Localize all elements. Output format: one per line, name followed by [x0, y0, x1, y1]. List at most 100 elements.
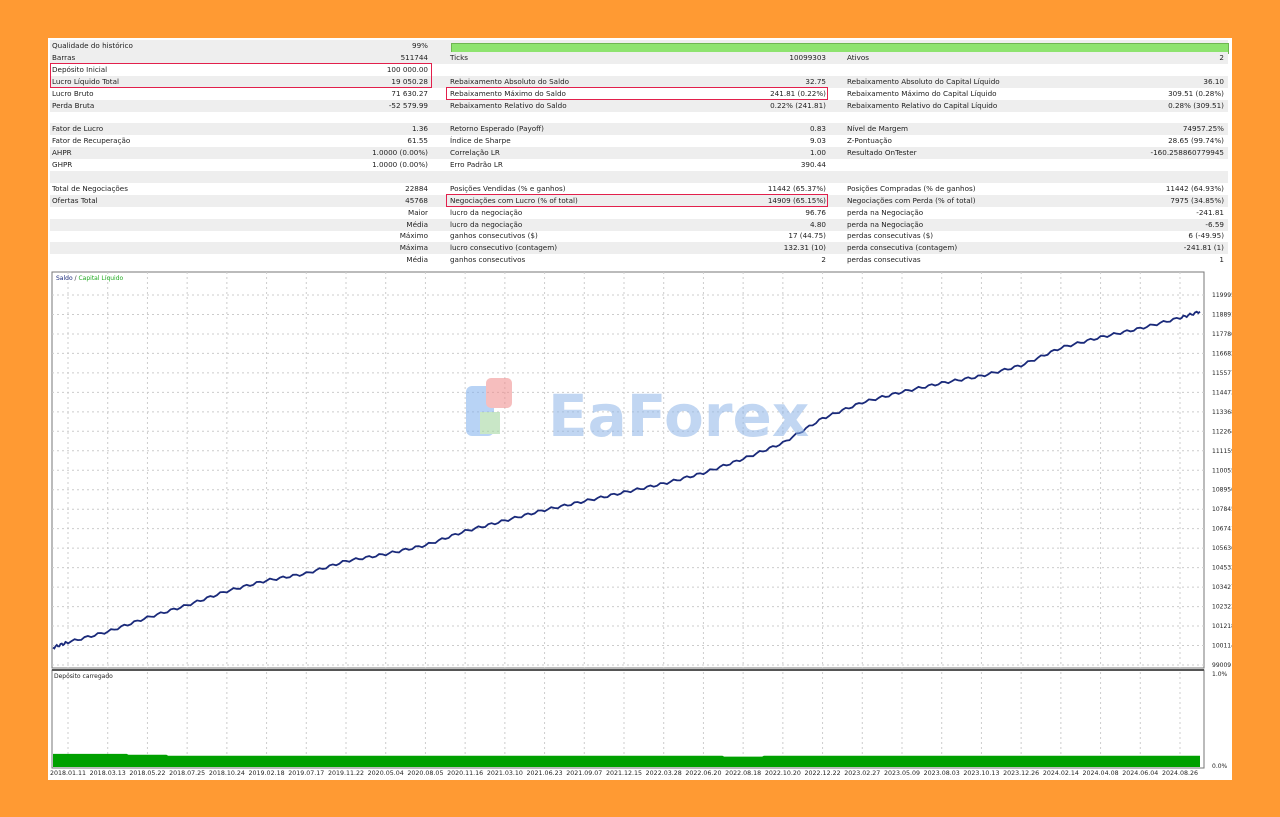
stat-value: 11442 (65.37%) [767, 183, 826, 193]
stat-value: -52 579.99 [388, 100, 428, 110]
stat-label: Lucro Líquido Total [52, 76, 120, 86]
stat-label: Z-Pontuação [847, 136, 892, 146]
stats-row: Média lucro da negociação 4.80 perda na Neg… [50, 218, 1228, 231]
y-tick-label: 101218 [1212, 623, 1232, 630]
x-tick-label: 2021.12.15 [606, 770, 642, 777]
x-tick-label: 2021.09.07 [566, 770, 602, 777]
stat-label: Negociações com Lucro (% of total) [450, 195, 578, 205]
stats-row: Lucro Líquido Total 19 050.28 Rebaixamento… [50, 75, 1228, 88]
balance-line [52, 310, 1201, 650]
stat-label: lucro da negociação [450, 207, 523, 217]
x-tick-label: 2020.11.16 [447, 770, 483, 777]
stat-label: Nível de Margem [847, 124, 909, 134]
stat-value: 1.0000 (0.00%) [372, 148, 428, 158]
stat-value: 36.10 [1203, 76, 1224, 86]
x-tick-label: 2018.01.11 [50, 770, 86, 777]
y-tick-label: 103427 [1212, 584, 1232, 591]
stat-label: Lucro Bruto [52, 88, 94, 98]
stat-value: 28.65 (99.74%) [1168, 136, 1224, 146]
stats-row: GHPR 1.0000 (0.00%) Erro Padrão LR 390.44 [50, 159, 1228, 171]
stat-label: Retorno Esperado (Payoff) [450, 124, 544, 134]
x-tick-label: 2018.03.13 [90, 770, 126, 777]
stat-label: perdas consecutivas [847, 255, 921, 265]
stat-value: -241.81 (1) [1183, 243, 1224, 253]
stat-label: Rebaixamento Máximo do Capital Líquido [847, 88, 997, 98]
logo-shape-icon [486, 378, 512, 408]
stats-row [50, 111, 1228, 123]
chart-legend: Saldo / Capital Líquido [56, 275, 124, 282]
x-tick-label: 2023.12.26 [1003, 770, 1039, 777]
y-tick-label: 108950 [1212, 487, 1232, 494]
stat-value: -241.81 [1196, 207, 1224, 217]
stats-row: Média ganhos consecutivos 2 perdas consecut… [50, 254, 1228, 266]
x-tick-label: 2018.10.24 [209, 770, 245, 777]
y-tick-label: 99009 [1212, 662, 1231, 669]
stat-label: GHPR [52, 160, 73, 169]
x-tick-label: 2020.08.05 [407, 770, 443, 777]
stats-row: Fator de Lucro 1.36 Retorno Esperado (Payo… [50, 123, 1228, 136]
stat-label: Qualidade do histórico [52, 41, 133, 50]
logo-shape-icon [480, 412, 500, 434]
x-tick-label: 2024.06.04 [1122, 770, 1158, 777]
stat-label: Ticks [450, 52, 469, 62]
stat-label: Ativos [847, 52, 870, 62]
stat-value: 14909 (65.15%) [767, 195, 826, 205]
stat-value: Média [406, 255, 428, 265]
stat-value: 99% [412, 41, 428, 50]
stat-label: Rebaixamento Absoluto do Capital Líquido [847, 76, 1000, 86]
stat-label: perda consecutiva (contagem) [847, 243, 958, 253]
stat-label: Erro Padrão LR [450, 160, 503, 169]
load-y-tick-label: 0.0% [1212, 763, 1228, 770]
stat-label: Fator de Lucro [52, 124, 104, 134]
stat-label: Fator de Recuperação [52, 136, 131, 146]
x-tick-label: 2024.04.08 [1083, 770, 1119, 777]
legend-equity: Capital Líquido [78, 275, 123, 282]
y-tick-label: 117786 [1212, 331, 1232, 338]
load-panel-title: Depósito carregado [54, 673, 113, 680]
stat-label: Perda Bruta [52, 100, 95, 110]
y-tick-label: 104532 [1212, 565, 1232, 572]
stat-label: Índice de Sharpe [450, 136, 511, 146]
x-tick-label: 2022.12.22 [805, 770, 841, 777]
stat-label: Posições Compradas (% de ganhos) [847, 183, 976, 193]
stats-row: Perda Bruta -52 579.99 Rebaixamento Relati… [50, 99, 1228, 112]
x-tick-label: 2018.07.25 [169, 770, 205, 777]
stat-value: 71 630.27 [391, 88, 428, 98]
stats-row: Lucro Bruto 71 630.27 Rebaixamento Máximo … [50, 88, 1228, 100]
stats-row: Barras 511744 Ticks 10099303 Ativos 2 [50, 51, 1228, 64]
stats-row: Depósito Inicial 100 000.00 [50, 64, 1228, 76]
stat-label: ganhos consecutivos ($) [450, 231, 538, 241]
stat-value: 2 [821, 255, 826, 265]
x-tick-label: 2021.03.10 [487, 770, 523, 777]
legend-balance: Saldo [56, 275, 73, 282]
stat-value: 10099303 [789, 52, 826, 62]
stat-value: Maior [408, 207, 428, 217]
stat-value: Máxima [399, 243, 428, 253]
stat-label: Resultado OnTester [847, 148, 917, 158]
y-tick-label: 105636 [1212, 545, 1232, 552]
stat-value: 4.80 [809, 219, 826, 229]
stat-value: 19 050.28 [391, 76, 428, 86]
balance-chart: 2018.01.11 2018.03.13 2018.05.22 2018.07.25… [50, 271, 1235, 777]
stat-value: 7975 (34.85%) [1170, 195, 1224, 205]
stats-row: Ofertas Total 45768 Negociações com Lucro … [50, 194, 1228, 207]
stat-value: 0.22% (241.81) [770, 100, 826, 110]
stats-row: Fator de Recuperação 61.55 Índice de Sharp… [50, 135, 1228, 147]
stat-value: -6.59 [1205, 219, 1224, 229]
stats-row: Maior lucro da negociação 96.76 perda na Ne… [50, 207, 1228, 219]
stat-value: 9.03 [809, 136, 826, 146]
stat-value: 511744 [400, 52, 428, 62]
deposit-load-area [53, 753, 1200, 767]
stat-value: 0.83 [809, 124, 826, 134]
stat-value: 309.51 (0.28%) [1168, 88, 1224, 98]
x-tick-label: 2023.05.09 [884, 770, 920, 777]
stats-row: Máximo ganhos consecutivos ($) 17 (44.75) p… [50, 230, 1228, 242]
stat-label: Ofertas Total [52, 195, 98, 205]
y-tick-label: 115577 [1212, 370, 1232, 377]
x-tick-label: 2022.06.20 [685, 770, 721, 777]
stat-value: 61.55 [407, 136, 428, 146]
stat-value: -160.258860779945 [1150, 148, 1224, 158]
chart-area: 2018.01.11 2018.03.13 2018.05.22 2018.07.25… [48, 268, 1235, 780]
legend-separator: / [73, 275, 79, 282]
